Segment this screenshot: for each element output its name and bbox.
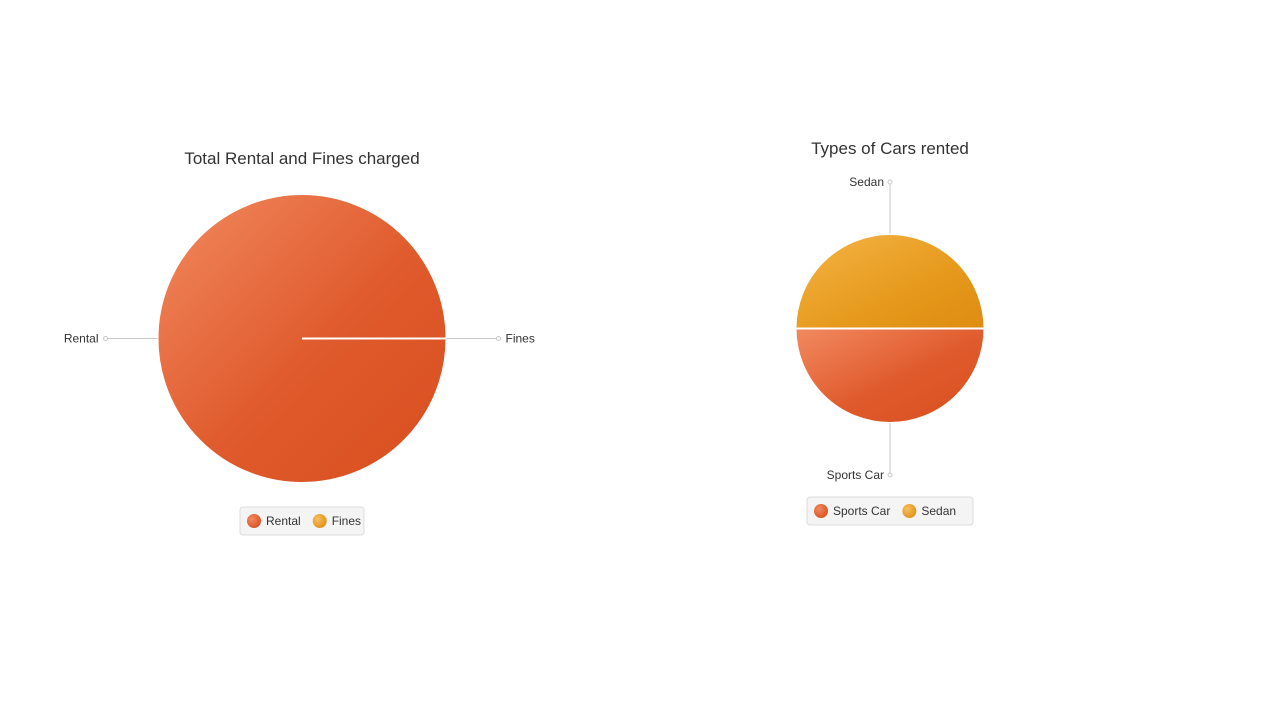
legend-marker [247, 514, 261, 528]
pie-slice-sedan [794, 233, 986, 330]
car-types-pie-chart: Types of Cars rented Sports Car Sedan Spo… [794, 139, 986, 526]
leader-dot [103, 336, 108, 341]
chart-legend: Sports Car Sedan [806, 496, 974, 526]
legend-marker [312, 514, 327, 528]
legend-label: Sports Car [833, 504, 890, 518]
pie-slices [794, 233, 986, 424]
leader-dot [887, 179, 893, 185]
pie-slices [156, 193, 448, 484]
chart-legend: Rental Fines [239, 506, 365, 536]
legend-marker [902, 504, 917, 518]
slice-label: Sports Car [827, 468, 884, 482]
slice-label: Rental [64, 332, 99, 346]
legend-label: Sedan [921, 504, 956, 518]
legend-box [239, 506, 365, 536]
pie-slice-sports-car [794, 327, 986, 424]
leader-dot [496, 336, 501, 341]
rental-fines-pie-chart: Total Rental and Fines charged Rental Fin… [64, 149, 535, 536]
slice-labels: Sports Car Sedan [827, 175, 893, 482]
legend-box [806, 496, 974, 526]
slice-labels: Rental Fines [64, 332, 535, 346]
leader-dot [887, 472, 893, 478]
legend-item-fines: Fines [312, 514, 361, 528]
slice-label: Fines [506, 332, 535, 346]
chart-title: Types of Cars rented [811, 139, 969, 158]
legend-label: Rental [266, 514, 301, 528]
chart-title: Total Rental and Fines charged [184, 149, 419, 168]
slice-label: Sedan [849, 175, 884, 189]
legend-marker [814, 504, 828, 518]
legend-item-rental: Rental [247, 514, 301, 528]
legend-label: Fines [332, 514, 361, 528]
legend-item-sedan: Sedan [902, 504, 956, 518]
legend-item-sports-car: Sports Car [814, 504, 890, 518]
